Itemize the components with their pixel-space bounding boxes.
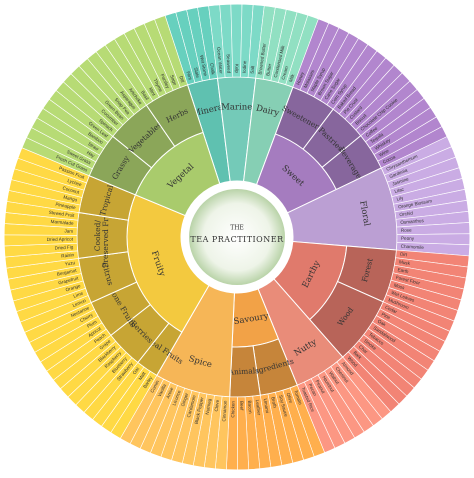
leaf-label: Peanut — [315, 379, 327, 395]
leaf-label: Musk — [399, 259, 411, 266]
leaf-label: Tomato — [293, 389, 303, 405]
leaf-label: Bacon — [247, 400, 253, 414]
leaf-label: Dried Fig — [55, 244, 74, 250]
leaf-label: Iodine — [242, 60, 248, 73]
leaf-label: Bark — [352, 350, 363, 361]
leaf-label: Lemon — [72, 298, 87, 308]
leaf-label: Anise — [165, 386, 174, 399]
leaf-label: Butter — [265, 63, 272, 76]
leaf-label: Seaweed — [226, 54, 232, 74]
leaf-label: Pineapple — [55, 202, 76, 211]
leaf-label: Straw — [87, 141, 100, 152]
leaf-label: Earth — [397, 267, 409, 274]
leaf-label: Plum — [86, 319, 98, 329]
leaf-label: Malt — [138, 370, 147, 381]
leaf-label: Slate — [193, 67, 200, 79]
center-logo — [189, 189, 285, 285]
logo-line1: THE — [230, 225, 244, 232]
leaf-label: Olive — [286, 392, 294, 404]
leaf-label: Wine — [378, 148, 390, 158]
leaf-label: Oak — [377, 319, 387, 328]
leaf-label: Cherry — [79, 312, 94, 323]
leaf-label: Honey — [295, 71, 305, 86]
leaf-label: Milk — [288, 73, 296, 83]
leaf-label: Coconut — [62, 185, 81, 195]
leaf-label: Dirt — [400, 252, 408, 258]
leaf-label: Leather — [255, 399, 262, 416]
category-label: Marine — [221, 102, 252, 112]
leaf-label: Cocoa — [382, 154, 397, 165]
leaf-label: Cardamom — [186, 395, 197, 418]
leaf-label: Soy Sauce — [278, 394, 289, 417]
leaf-label: Black Pepper — [194, 396, 205, 424]
leaf-label: Lime — [73, 290, 84, 298]
logo-line2: TEA PRACTITIONER — [190, 235, 284, 244]
leaf-label: Dill — [178, 75, 185, 83]
leaf-label: Pecan — [308, 383, 318, 397]
leaf-label: Oat — [132, 366, 141, 376]
leaf-label: Bergamot — [56, 268, 77, 277]
leaf-label: Mango — [63, 194, 78, 202]
leaf-label: Osmanthus — [400, 218, 425, 225]
leaf-label: Hay — [86, 150, 96, 159]
leaf-label: Parsley — [160, 73, 171, 90]
group-label: Cooked/Preserved Fruits — [93, 204, 111, 268]
leaf-label: Barley — [142, 375, 153, 389]
leaf-label: Ginger — [180, 392, 189, 407]
leaf-label: Cumin — [149, 379, 160, 393]
leaf-label: Chicken — [230, 400, 235, 417]
leaf-label: Jasmine — [391, 176, 409, 186]
leaf-label: Pine — [381, 312, 392, 321]
leaf-label: Rose — [401, 228, 412, 233]
leaf-label: Licorice — [171, 389, 181, 406]
leaf-label: Cedar — [384, 305, 398, 315]
leaf-label: Cream — [281, 65, 290, 80]
leaf-label: Grapefruit — [58, 275, 80, 285]
leaf-label: Forest Floor — [395, 275, 421, 286]
leaf-label: Umami — [263, 398, 270, 413]
leaf-label: Jam — [64, 228, 73, 233]
leaf-label: Vanilla — [157, 383, 168, 398]
leaf-label: Chamomile — [401, 244, 425, 250]
leaf-label: Clove — [214, 399, 220, 412]
leaf-label: Stewed Fruit — [49, 210, 76, 218]
leaf-label: Nutmeg — [205, 398, 213, 415]
category-label: Floral — [357, 200, 372, 227]
group-label: Animals — [227, 366, 259, 377]
leaf-label: Wet Stone — [199, 55, 208, 77]
leaf-label: Broth — [270, 397, 277, 409]
leaf-label: Flint — [185, 71, 192, 81]
leaf-label: Gardenia — [389, 167, 409, 179]
leaf-label: Dried Apricot — [47, 237, 74, 242]
leaf-label: Char — [358, 344, 369, 355]
leaf-label: Orange — [65, 283, 82, 292]
leaf-label: Marmalade — [50, 219, 74, 226]
leaf-label: Orchid — [399, 210, 414, 217]
leaf-label: Salt — [250, 65, 256, 74]
leaf-label: Beef — [239, 401, 244, 411]
leaf-label: Basil — [140, 90, 150, 101]
leaf-label: Mint — [148, 87, 157, 98]
leaf-label: Chalk — [209, 63, 216, 76]
outer-ring — [3, 3, 471, 471]
leaf-label: Yuzu — [65, 260, 76, 267]
leaf-label: Browned Butter — [257, 42, 266, 75]
leaf-label: Lychee — [67, 178, 83, 188]
leaf-label: Moss — [393, 282, 406, 290]
leaf-label: Sage — [169, 74, 178, 86]
leaf-label: Ocean Water — [216, 47, 224, 75]
leaf-label: Lily — [396, 195, 405, 202]
leaf-label: Raisin — [61, 252, 75, 258]
leaf-label: Orange Blossom — [398, 198, 433, 209]
leaf-label: Kelp — [234, 64, 239, 74]
leaf-label: Thyme — [152, 78, 163, 93]
leaf-label: Peony — [401, 236, 415, 241]
leaf-label: Cinnamon — [221, 400, 227, 422]
leaf-label: Lilac — [394, 187, 405, 195]
